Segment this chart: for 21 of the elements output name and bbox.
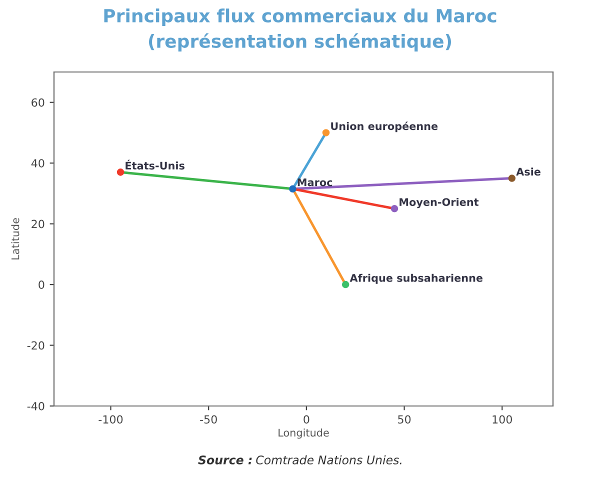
y-tick-label: -20 xyxy=(27,341,44,350)
y-tick-label: 20 xyxy=(32,220,44,228)
y-axis-title: Latitude xyxy=(11,218,20,260)
annotation: Afrique subsaharienne xyxy=(350,274,483,284)
chart-title: Principaux flux commerciaux du Maroc (représentation schématique) xyxy=(104,8,496,52)
x-tick-label: -50 xyxy=(200,415,217,424)
annotation: Union européenne xyxy=(331,122,438,132)
x-tick-label: 0 xyxy=(304,415,310,424)
y-tick-label: -40 xyxy=(27,402,44,410)
annotation: Maroc xyxy=(298,178,332,186)
x-axis-title: Longitude xyxy=(278,428,329,439)
annotation: Asie xyxy=(516,168,540,176)
annotation: Moyen-Orient xyxy=(400,198,479,208)
y-tick-label: 0 xyxy=(38,280,44,289)
annotation: États-Unis xyxy=(126,160,184,170)
x-tick-label: 50 xyxy=(398,415,411,424)
y-tick-label: 60 xyxy=(32,98,44,107)
x-tick-label: 100 xyxy=(492,415,512,424)
x-tick-label: -100 xyxy=(98,415,123,424)
y-tick-label: 40 xyxy=(31,159,44,168)
source-note: Source : Comtrade Nations Unies. xyxy=(198,455,402,464)
